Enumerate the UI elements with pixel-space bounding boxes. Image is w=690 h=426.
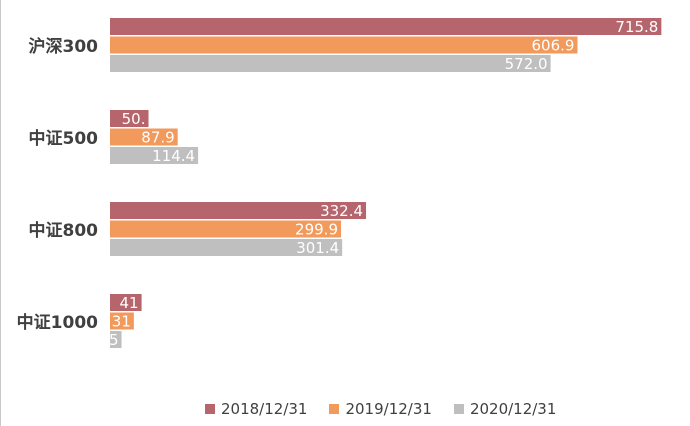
category-label-1: 中证500 xyxy=(29,128,99,149)
bar-2020-12-31-1 xyxy=(110,147,199,164)
data-label-2020-12-31-1: 114.4 xyxy=(152,147,195,165)
category-label-2: 中证800 xyxy=(29,220,99,241)
legend-swatch-2018 xyxy=(205,404,215,414)
bar-2020-12-31-2 xyxy=(110,239,343,256)
legend: 2018/12/31 2019/12/31 2020/12/31 xyxy=(205,400,556,418)
legend-item-2018: 2018/12/31 xyxy=(205,400,307,418)
legend-label-2020: 2020/12/31 xyxy=(469,400,557,418)
bar-2020-12-31-3 xyxy=(110,331,122,348)
legend-label-2019: 2019/12/31 xyxy=(345,400,432,418)
data-label-2019-12-31-1: 87.9 xyxy=(141,129,174,147)
bar-2018-12-31-1 xyxy=(110,110,149,127)
legend-item-2020: 2020/12/31 xyxy=(453,400,557,418)
bar-2019-12-31-2 xyxy=(110,220,342,238)
data-label-2020-12-31-3: 15 xyxy=(99,331,118,349)
data-label-2019-12-31-0: 606.9 xyxy=(532,37,575,55)
bar-2019-12-31-1 xyxy=(110,128,178,146)
bar-2018-12-31-2 xyxy=(110,202,367,219)
bar-2020-12-31-0 xyxy=(110,55,551,72)
bar-2018-12-31-3 xyxy=(110,294,142,311)
data-label-2018-12-31-2: 332.4 xyxy=(320,202,363,220)
data-label-2018-12-31-1: 50. xyxy=(122,110,146,128)
left-border xyxy=(0,0,1,426)
category-label-0: 沪深300 xyxy=(29,36,99,57)
data-label-2020-12-31-0: 572.0 xyxy=(505,55,548,73)
data-label-2019-12-31-3: 31 xyxy=(112,313,131,331)
data-label-2018-12-31-3: 41 xyxy=(119,294,138,312)
bar-2019-12-31-3 xyxy=(110,312,134,330)
legend-item-2019: 2019/12/31 xyxy=(329,400,432,418)
data-label-2020-12-31-2: 301.4 xyxy=(296,239,339,257)
category-label-3: 中证1000 xyxy=(17,312,98,333)
legend-label-2018: 2018/12/31 xyxy=(221,400,308,418)
bar-2018-12-31-0 xyxy=(110,18,662,35)
legend-swatch-2020 xyxy=(453,404,464,414)
data-label-2019-12-31-2: 299.9 xyxy=(295,221,338,239)
legend-swatch-2019 xyxy=(329,404,340,414)
data-label-2018-12-31-0: 715.8 xyxy=(615,18,658,36)
bar-2019-12-31-0 xyxy=(110,36,578,54)
